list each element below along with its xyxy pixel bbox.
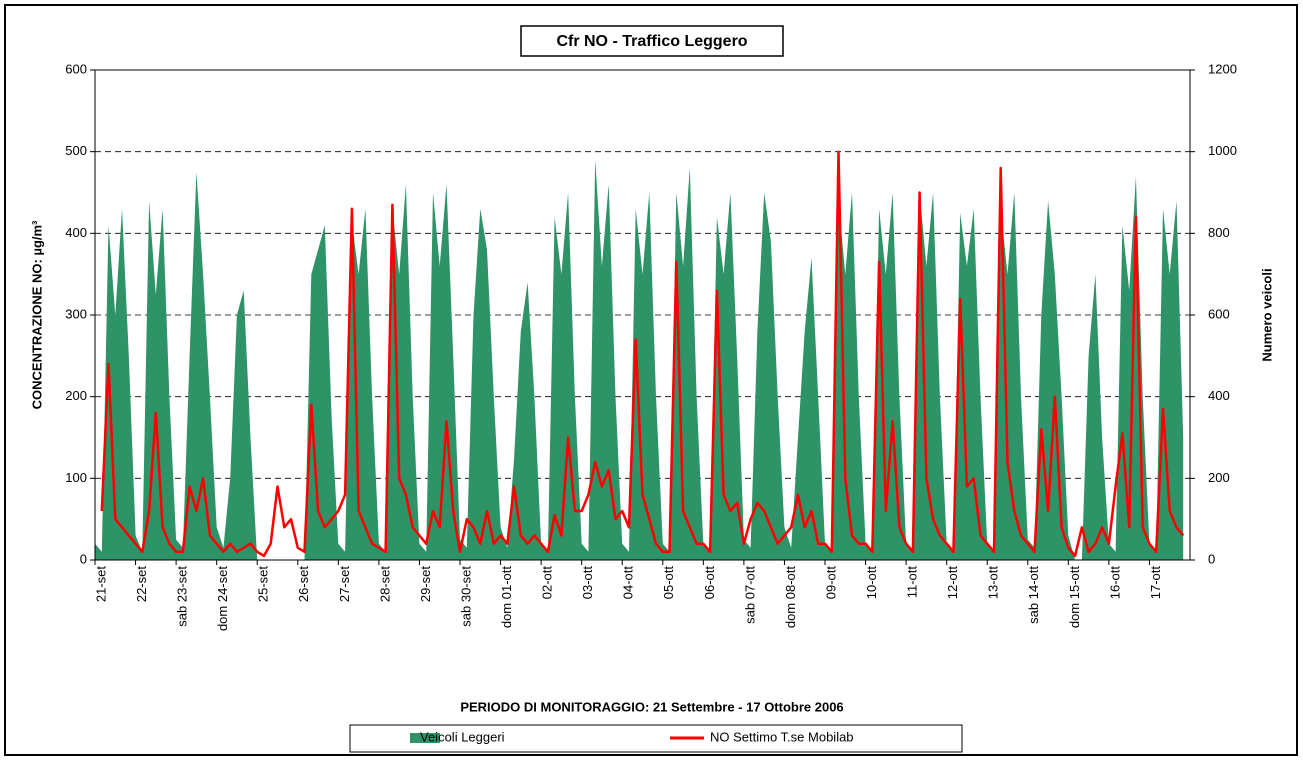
- x-tick-label: sab 07-ott: [742, 566, 757, 624]
- title-box: [520, 25, 784, 57]
- y2-tick-label: 400: [1208, 388, 1230, 403]
- line: [100, 150, 1185, 558]
- x-tick-label: 27-set: [337, 566, 352, 603]
- y-tick-label: 400: [65, 225, 87, 240]
- legend: [349, 724, 963, 753]
- y-tick-label: 500: [65, 143, 87, 158]
- area: [95, 159, 1184, 561]
- y2-tick-label: 1200: [1208, 61, 1237, 76]
- legend-label: NO Settimo T.se Mobilab: [710, 729, 854, 744]
- x-tick-label: 13-ott: [986, 566, 1001, 600]
- legend-label: Veicoli Leggeri: [420, 729, 505, 744]
- x-tick-label: 17-ott: [1148, 566, 1163, 600]
- x-tick-label: 26-set: [296, 566, 311, 603]
- x-tick-label: 16-ott: [1107, 566, 1122, 600]
- x-tick-label: 06-ott: [702, 566, 717, 600]
- y-axis-title: CONCENTRAZIONE NO: µg/m³: [29, 220, 44, 409]
- x-tick-label: sab 14-ott: [1026, 566, 1041, 624]
- y-tick-label: 100: [65, 470, 87, 485]
- x-tick-label: 12-ott: [945, 566, 960, 600]
- y2-tick-label: 600: [1208, 306, 1230, 321]
- x-tick-label: 09-ott: [823, 566, 838, 600]
- x-tick-label: 21-set: [93, 566, 108, 603]
- x-tick-label: 28-set: [377, 566, 392, 603]
- x-tick-label: dom 24-set: [215, 566, 230, 631]
- plot-frame: [94, 69, 1191, 561]
- x-tick-label: 10-ott: [864, 566, 879, 600]
- y2-tick-label: 200: [1208, 470, 1230, 485]
- x-tick-label: dom 01-ott: [499, 566, 514, 629]
- x-tick-label: 05-ott: [661, 566, 676, 600]
- y2-axis-title: Numero veicoli: [1259, 268, 1274, 361]
- chart-title: Cfr NO - Traffico Leggero: [556, 33, 747, 50]
- x-tick-label: 25-set: [256, 566, 271, 603]
- y-tick-label: 0: [80, 551, 87, 566]
- y2-tick-label: 1000: [1208, 143, 1237, 158]
- x-tick-label: 29-set: [418, 566, 433, 603]
- legend-swatch: [410, 733, 440, 743]
- x-tick-label: dom 15-ott: [1067, 566, 1082, 629]
- x-tick-label: 02-ott: [540, 566, 555, 600]
- x-tick-label: dom 08-ott: [783, 566, 798, 629]
- x-tick-label: 03-ott: [580, 566, 595, 600]
- y2-tick-label: 800: [1208, 225, 1230, 240]
- y-tick-label: 300: [65, 306, 87, 321]
- x-tick-label: sab 30-set: [458, 566, 473, 627]
- y-tick-label: 600: [65, 61, 87, 76]
- x-tick-label: 22-set: [134, 566, 149, 603]
- x-tick-label: 11-ott: [905, 566, 920, 599]
- y2-tick-label: 0: [1208, 551, 1215, 566]
- x-tick-label: 04-ott: [621, 566, 636, 600]
- x-tick-label: sab 23-set: [175, 566, 190, 627]
- x-axis-title: PERIODO DI MONITORAGGIO: 21 Settembre - …: [460, 699, 843, 714]
- y-tick-label: 200: [65, 388, 87, 403]
